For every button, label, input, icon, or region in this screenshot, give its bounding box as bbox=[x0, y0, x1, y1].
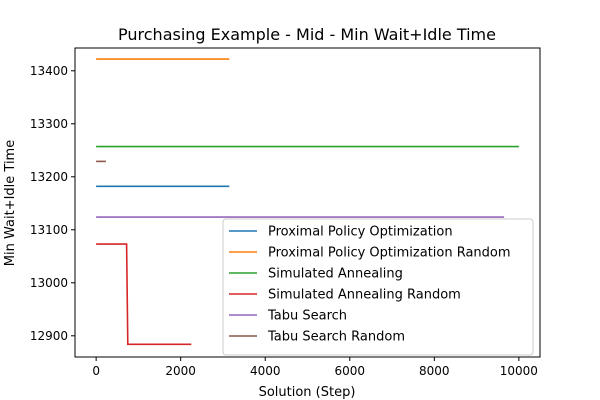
x-tick-label: 8000 bbox=[419, 364, 450, 378]
chart-title: Purchasing Example - Mid - Min Wait+Idle… bbox=[118, 25, 496, 44]
series-line-4 bbox=[96, 243, 192, 346]
y-tick-label: 13000 bbox=[30, 276, 68, 290]
legend-box bbox=[222, 218, 534, 356]
x-tick-label: 6000 bbox=[334, 364, 365, 378]
y-tick-label: 13400 bbox=[30, 64, 68, 78]
plot-frame bbox=[74, 47, 541, 358]
legend: Proximal Policy Optimization Proximal Pol… bbox=[222, 218, 534, 356]
legend-label: Proximal Policy Optimization bbox=[268, 225, 453, 240]
series-layer bbox=[96, 58, 519, 346]
x-axis-label: Solution (Step) bbox=[259, 385, 356, 400]
x-tick-label: 2000 bbox=[165, 364, 196, 378]
y-tick-label: 13300 bbox=[30, 117, 68, 131]
y-tick-label: 13100 bbox=[30, 223, 68, 237]
y-tick-label: 12900 bbox=[30, 329, 68, 343]
y-tick-label: 13200 bbox=[30, 170, 68, 184]
y-axis-label: Min Wait+Idle Time bbox=[3, 140, 18, 266]
legend-label: Proximal Policy Optimization Random bbox=[268, 246, 511, 261]
axes-layer: 0 2000 4000 6000 8000 10000 12900 13000 13100 132… bbox=[30, 47, 541, 378]
legend-label: Tabu Search bbox=[267, 309, 347, 324]
x-tick-label: 10000 bbox=[500, 364, 538, 378]
legend-label: Simulated Annealing bbox=[268, 267, 403, 282]
x-tick-label: 0 bbox=[92, 364, 100, 378]
legend-label: Tabu Search Random bbox=[267, 330, 405, 345]
x-tick-label: 4000 bbox=[250, 364, 281, 378]
legend-label: Simulated Annealing Random bbox=[268, 288, 461, 303]
